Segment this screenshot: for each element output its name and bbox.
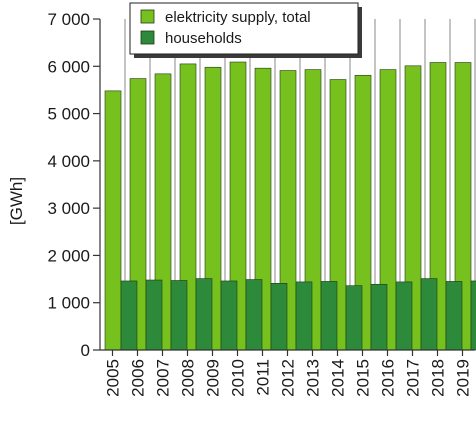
bar-households xyxy=(320,281,338,351)
bar-households xyxy=(370,283,388,351)
y-tick-label: 2 000 xyxy=(47,246,90,265)
y-tick-label: 6 000 xyxy=(47,57,90,76)
bars xyxy=(104,61,476,351)
x-tick-label: 2015 xyxy=(354,359,373,397)
x-tick-label: 2010 xyxy=(229,359,248,397)
legend-swatch xyxy=(140,9,155,24)
x-tick-label: 2013 xyxy=(304,359,323,397)
y-tick-label: 3 000 xyxy=(47,199,90,218)
bar-households xyxy=(170,280,188,351)
bar-households xyxy=(145,279,163,351)
x-tick-label: 2009 xyxy=(204,359,223,397)
bar-total xyxy=(104,90,122,351)
y-tick-label: 4 000 xyxy=(47,152,90,171)
y-tick-label: 0 xyxy=(81,341,90,360)
y-tick-label: 5 000 xyxy=(47,105,90,124)
bar-households xyxy=(195,278,213,351)
legend-swatch xyxy=(140,30,155,45)
y-tick-label: 7 000 xyxy=(47,10,90,29)
legend-label: households xyxy=(165,30,242,47)
legend: elektricity supply, total households xyxy=(129,2,362,58)
x-tick-label: 2005 xyxy=(104,359,123,397)
legend-label: elektricity supply, total xyxy=(165,9,311,26)
x-tick-label: 2018 xyxy=(429,359,448,397)
x-tick-label: 2008 xyxy=(179,359,198,397)
x-ticks: 2005 2006 2007 2008 2009 2010 2011 2012 2013 2014… xyxy=(104,350,473,397)
y-tick-label: 1 000 xyxy=(47,294,90,313)
bar-households xyxy=(345,285,363,351)
legend-box xyxy=(129,2,359,55)
bar-households xyxy=(420,278,438,351)
y-ticks: 0 1 000 2 000 3 000 4 000 5 000 6 000 7 000 xyxy=(47,10,100,360)
bar-households xyxy=(120,280,138,351)
bar-households xyxy=(445,281,463,351)
x-tick-label: 2006 xyxy=(129,359,148,397)
bar-households xyxy=(470,280,476,351)
bar-households xyxy=(295,281,313,351)
x-tick-label: 2007 xyxy=(154,359,173,397)
x-tick-label: 2014 xyxy=(329,359,348,397)
x-tick-label: 2012 xyxy=(279,359,298,397)
x-tick-label: 2019 xyxy=(454,359,473,397)
bar-households xyxy=(245,279,263,351)
y-axis-label: [GWh] xyxy=(7,177,26,225)
bar-households xyxy=(270,283,288,351)
bar-households xyxy=(220,280,238,351)
x-tick-label: 2016 xyxy=(379,359,398,397)
x-tick-label: 2017 xyxy=(404,359,423,397)
bar-households xyxy=(395,281,413,351)
x-tick-label: 2011 xyxy=(254,359,273,396)
